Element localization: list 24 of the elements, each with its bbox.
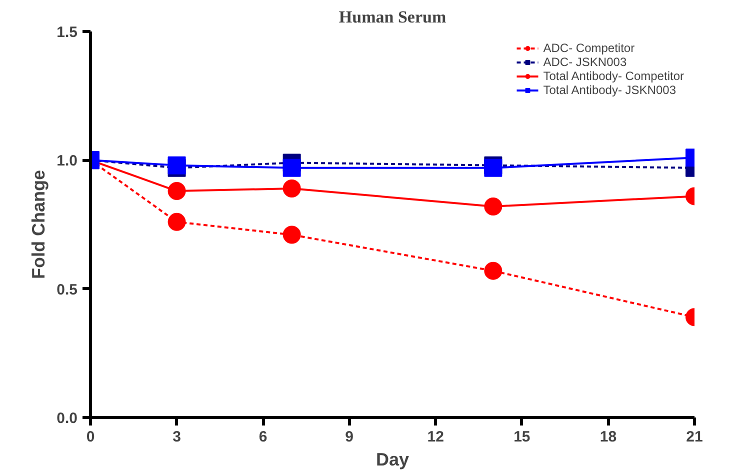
x-tick-label: 0 <box>86 428 95 446</box>
x-tick-label: 18 <box>600 428 617 446</box>
x-tick-label: 15 <box>514 428 530 446</box>
legend-label: Total Antibody- Competitor <box>543 69 684 83</box>
y-tick-label: 1.0 <box>56 152 78 170</box>
x-tick-label: 21 <box>686 428 703 446</box>
legend-label: Total Antibody- JSKN003 <box>543 83 676 97</box>
point <box>282 158 301 177</box>
y-tick-label: 0.5 <box>56 281 78 298</box>
x-tick-label: 6 <box>258 428 268 446</box>
point <box>168 182 186 200</box>
x-axis-title: Day <box>376 450 410 470</box>
legend-label: ADC- Competitor <box>543 41 635 55</box>
x-tick-label: 12 <box>427 428 444 446</box>
x-tick-label: 3 <box>172 428 181 446</box>
chart-title: Human Serum <box>338 8 446 26</box>
y-tick-label: 1.5 <box>56 24 78 41</box>
point <box>282 226 301 244</box>
x-tick-label: 9 <box>345 428 354 446</box>
point <box>282 179 301 198</box>
legend-label: ADC- JSKN003 <box>543 55 627 69</box>
y-axis-title: Fold Change <box>28 170 49 279</box>
point <box>168 212 186 231</box>
y-tick-label: 0.0 <box>56 410 78 427</box>
